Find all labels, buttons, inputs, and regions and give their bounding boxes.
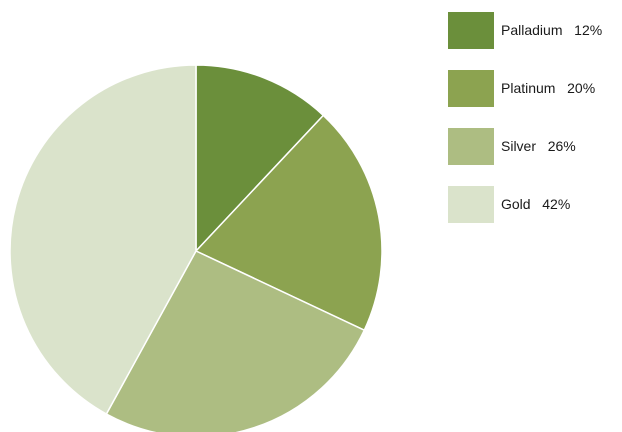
legend-value-gold: 42%	[542, 196, 571, 212]
legend-label-palladium: Palladium	[501, 22, 563, 38]
legend-swatch-gold	[448, 186, 494, 223]
legend-label-platinum: Platinum	[501, 80, 556, 96]
legend-swatch-silver	[448, 128, 494, 165]
legend-swatch-platinum	[448, 70, 494, 107]
legend-value-palladium: 12%	[574, 22, 603, 38]
legend-value-silver: 26%	[547, 138, 576, 154]
legend-value-platinum: 20%	[567, 80, 596, 96]
pie-slice-palladium	[195, 64, 325, 253]
legend-item-silver: Silver 26%	[448, 128, 622, 165]
chart-legend: Palladium 12% Platinum 20% Silver 26% Go…	[448, 12, 622, 244]
legend-label-gold: Gold	[501, 196, 531, 212]
legend-label-silver: Silver	[501, 138, 537, 154]
legend-swatch-palladium	[448, 12, 494, 49]
legend-item-palladium: Palladium 12%	[448, 12, 622, 49]
legend-item-gold: Gold 42%	[448, 186, 622, 223]
pie-slice-silver	[105, 250, 366, 432]
pie-slice-gold	[9, 64, 197, 416]
pie-chart	[9, 64, 383, 432]
pie-slice-platinum	[194, 114, 383, 332]
pie-slices	[9, 64, 383, 432]
legend-item-platinum: Platinum 20%	[448, 70, 622, 107]
